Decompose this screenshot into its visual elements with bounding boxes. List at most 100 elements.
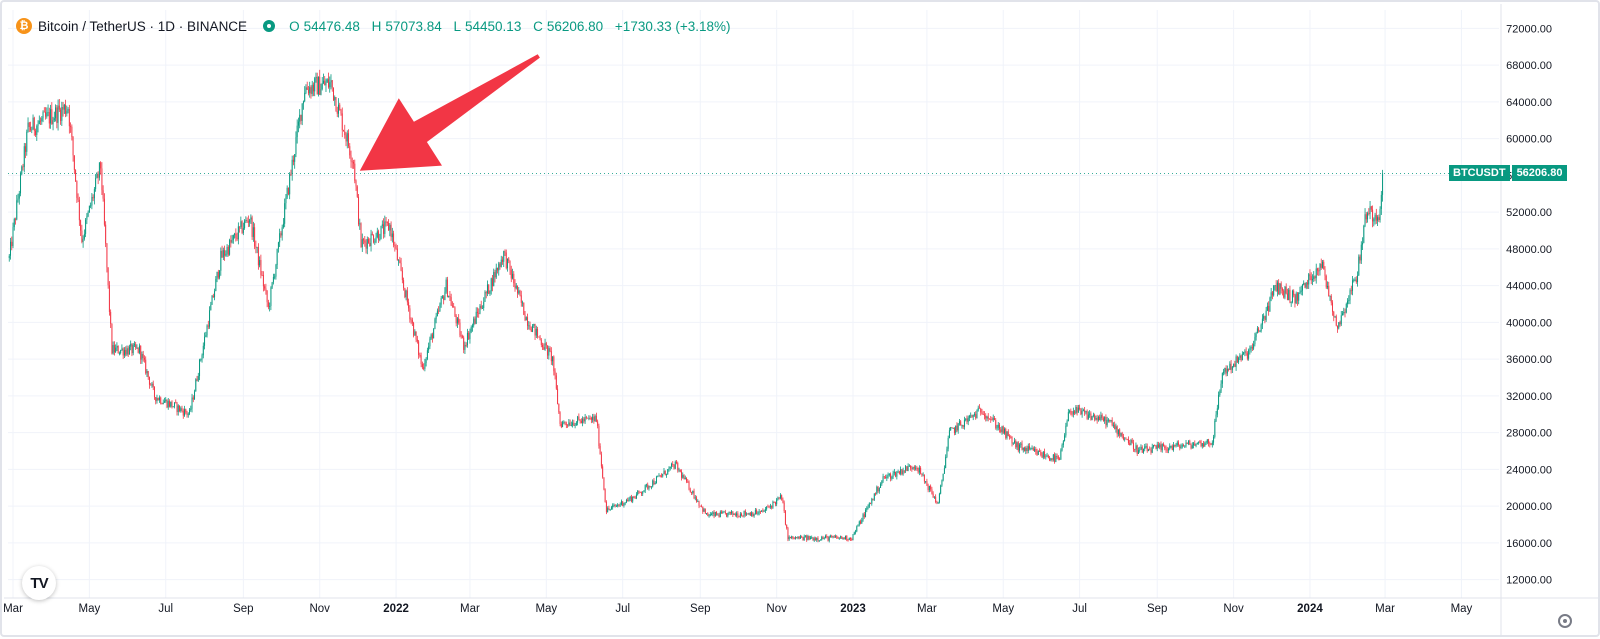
x-tick-label: May: [992, 603, 1014, 615]
candle: [973, 412, 975, 417]
y-tick-label: 12000.00: [1506, 575, 1552, 587]
candle: [50, 104, 52, 129]
candle: [344, 124, 346, 139]
candle: [819, 539, 821, 541]
candle: [1136, 444, 1138, 457]
candle: [396, 245, 398, 261]
candle: [1203, 440, 1205, 448]
candle: [742, 515, 744, 518]
candle: [1002, 425, 1004, 434]
candle: [61, 101, 63, 126]
candle: [1100, 411, 1102, 422]
candle: [68, 104, 70, 134]
candle: [747, 513, 749, 515]
candle: [21, 165, 23, 176]
candle: [523, 302, 525, 316]
candle: [485, 290, 487, 299]
candle: [261, 270, 263, 277]
candle: [395, 243, 397, 250]
candle: [355, 179, 357, 191]
candle: [483, 297, 485, 311]
candle: [1007, 429, 1009, 437]
candle: [1054, 452, 1056, 464]
candle: [351, 157, 353, 169]
red-arrow-shape[interactable]: [359, 54, 540, 171]
candle: [1129, 439, 1131, 446]
price-axis[interactable]: 12000.00 16000.00 20000.00 24000.00 28000.00…: [1506, 23, 1552, 586]
ohlc-values: O 54476.48 H 57073.84 L 54450.13 C 56206.80 …: [289, 19, 734, 34]
candle: [244, 219, 246, 230]
candle: [70, 122, 72, 133]
candle: [930, 484, 932, 492]
candle: [978, 404, 980, 409]
candle: [157, 397, 159, 401]
candle: [1236, 355, 1238, 363]
candle: [155, 397, 157, 405]
candle: [1085, 410, 1087, 415]
candle: [166, 399, 168, 409]
candle: [132, 342, 134, 356]
candle: [331, 79, 333, 92]
candle: [41, 116, 43, 125]
candle: [363, 237, 365, 245]
candle: [952, 427, 954, 429]
candle: [275, 263, 277, 280]
candle: [420, 352, 422, 368]
candle: [204, 332, 206, 350]
annotation-arrow[interactable]: [359, 54, 540, 171]
time-axis[interactable]: Mar May Jul Sep Nov 2022 Mar May Jul Sep Nov 2023 Ma…: [3, 603, 1472, 615]
candle: [840, 535, 842, 539]
candle: [27, 117, 29, 133]
candle: [1010, 435, 1012, 439]
candle: [103, 193, 105, 227]
settings-gear-icon[interactable]: [1558, 614, 1572, 628]
candle: [398, 259, 400, 266]
open-value: 54476.48: [303, 18, 360, 34]
symbol-legend[interactable]: ₿ Bitcoin / TetherUS · 1D · BINANCE O 544…: [16, 14, 735, 38]
candle: [1160, 441, 1162, 453]
x-tick-label: Mar: [917, 603, 937, 615]
candle: [151, 381, 153, 388]
candle: [644, 484, 646, 494]
candle: [426, 347, 428, 361]
candle: [1300, 285, 1302, 296]
candle: [1240, 354, 1242, 362]
x-tick-label: Sep: [690, 603, 710, 615]
candle: [46, 107, 48, 119]
candle: [1276, 280, 1278, 297]
candle: [1184, 445, 1186, 449]
candle: [1097, 415, 1099, 422]
candle: [212, 293, 214, 298]
candle: [512, 268, 514, 280]
candle: [404, 287, 406, 299]
candle: [17, 193, 19, 203]
candle: [1339, 320, 1341, 327]
candle: [520, 290, 522, 307]
visibility-eye-icon[interactable]: [263, 20, 276, 32]
candle: [678, 467, 680, 473]
candle: [762, 508, 764, 513]
candle: [998, 422, 1000, 433]
candle: [1051, 458, 1053, 462]
symbol-title[interactable]: Bitcoin / TetherUS · 1D · BINANCE: [38, 18, 248, 34]
candle: [285, 194, 287, 210]
candle: [897, 469, 899, 473]
candle: [728, 511, 730, 515]
tradingview-logo[interactable]: TV: [22, 566, 56, 600]
candle: [76, 180, 78, 203]
candle: [175, 399, 177, 404]
candle: [1200, 439, 1202, 448]
candle: [1001, 425, 1003, 435]
candle: [170, 401, 172, 408]
candle: [229, 238, 231, 256]
last-price-tag: BTCUSDT 56206.80: [1449, 165, 1568, 182]
candle: [23, 142, 25, 173]
candle: [619, 502, 621, 508]
candle: [1104, 416, 1106, 424]
candle: [748, 512, 750, 516]
candle: [403, 277, 405, 291]
candle: [224, 245, 226, 261]
x-tick-label: Jul: [158, 603, 173, 615]
candle: [1094, 413, 1096, 422]
